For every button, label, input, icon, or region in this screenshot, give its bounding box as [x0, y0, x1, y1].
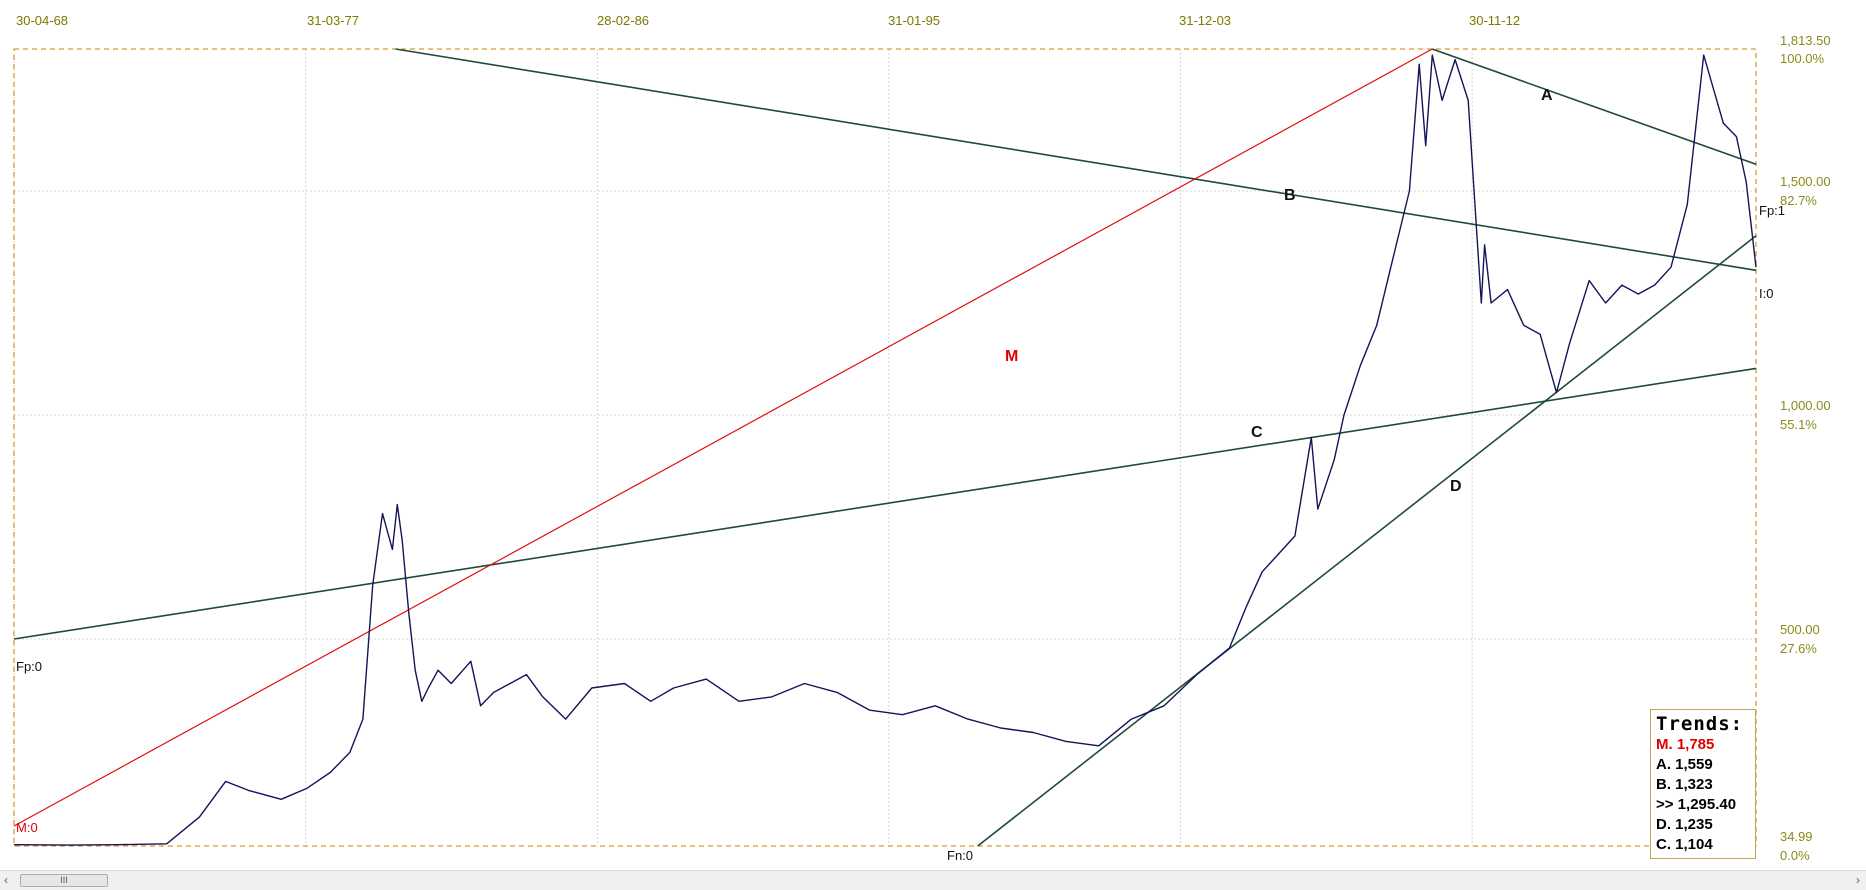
trend-line-b	[395, 48, 1757, 272]
x-tick-label: 28-02-86	[597, 13, 649, 28]
trend-line-a	[1431, 48, 1757, 166]
plot-border	[13, 48, 1757, 847]
y-tick-price: 1,500.00	[1780, 174, 1831, 189]
y-tick-percent: 0.0%	[1780, 848, 1810, 863]
trend-label-d: D	[1450, 478, 1462, 495]
y-tick-percent: 82.7%	[1780, 193, 1817, 208]
trend-line-labels: A B C D M	[1005, 87, 1553, 495]
y-tick-price: 1,000.00	[1780, 398, 1831, 413]
trend-line-m	[13, 48, 1433, 827]
scroll-right-arrow-icon[interactable]: ›	[1856, 873, 1860, 887]
scroll-left-arrow-icon[interactable]: ‹	[4, 873, 8, 887]
marker-m0: M:0	[16, 820, 38, 835]
y-tick-price: 34.99	[1780, 829, 1813, 844]
x-tick-label: 30-04-68	[16, 13, 68, 28]
scrollbar-thumb[interactable]: III	[20, 874, 108, 887]
trends-panel: Trends: M. 1,785 A. 1,559 B. 1,323 >> 1,…	[1650, 709, 1756, 859]
trend-row-b: B. 1,323	[1656, 776, 1713, 793]
trend-row-a: A. 1,559	[1656, 756, 1713, 773]
x-tick-label: 31-01-95	[888, 13, 940, 28]
marker-fp0: Fp:0	[16, 659, 42, 674]
trend-label-b: B	[1284, 187, 1296, 204]
x-tick-label: 31-12-03	[1179, 13, 1231, 28]
y-tick-percent: 27.6%	[1780, 641, 1817, 656]
trend-label-c: C	[1251, 424, 1263, 441]
y-tick-price: 1,813.50	[1780, 33, 1831, 48]
lines-layer	[13, 48, 1757, 847]
trend-line-c	[13, 367, 1757, 640]
y-tick-percent: 55.1%	[1780, 417, 1817, 432]
x-tick-label: 30-11-12	[1469, 13, 1520, 28]
y-axis-labels: 1,813.50 100.0% 1,500.00 82.7% 1,000.00 …	[1780, 33, 1831, 863]
marker-fn0: Fn:0	[947, 848, 973, 863]
trend-line-d	[977, 235, 1757, 847]
trend-row-m: M. 1,785	[1656, 736, 1715, 753]
trend-row-current: >> 1,295.40	[1656, 796, 1737, 813]
trend-row-d: D. 1,235	[1656, 816, 1713, 833]
x-tick-label: 31-03-77	[307, 13, 359, 28]
anchor-markers: Fp:0 M:0 Fn:0 Fp:1 I:0	[16, 203, 1785, 863]
price-chart[interactable]: 30-04-68 31-03-77 28-02-86 31-01-95 31-1…	[0, 0, 1866, 870]
trends-title: Trends:	[1656, 713, 1744, 735]
trend-label-a: A	[1541, 87, 1553, 104]
grip-icon: III	[60, 875, 68, 885]
y-tick-percent: 100.0%	[1780, 51, 1825, 66]
marker-i0: I:0	[1759, 286, 1773, 301]
trend-row-c: C. 1,104	[1656, 836, 1713, 853]
horizontal-scrollbar[interactable]: ‹ III ›	[0, 870, 1866, 890]
trend-label-m: M	[1005, 348, 1018, 365]
price-series-line	[13, 54, 1757, 846]
marker-fp1: Fp:1	[1759, 203, 1785, 218]
x-axis-labels: 30-04-68 31-03-77 28-02-86 31-01-95 31-1…	[16, 13, 1520, 28]
y-tick-price: 500.00	[1780, 622, 1820, 637]
chart-grid	[13, 49, 1756, 846]
